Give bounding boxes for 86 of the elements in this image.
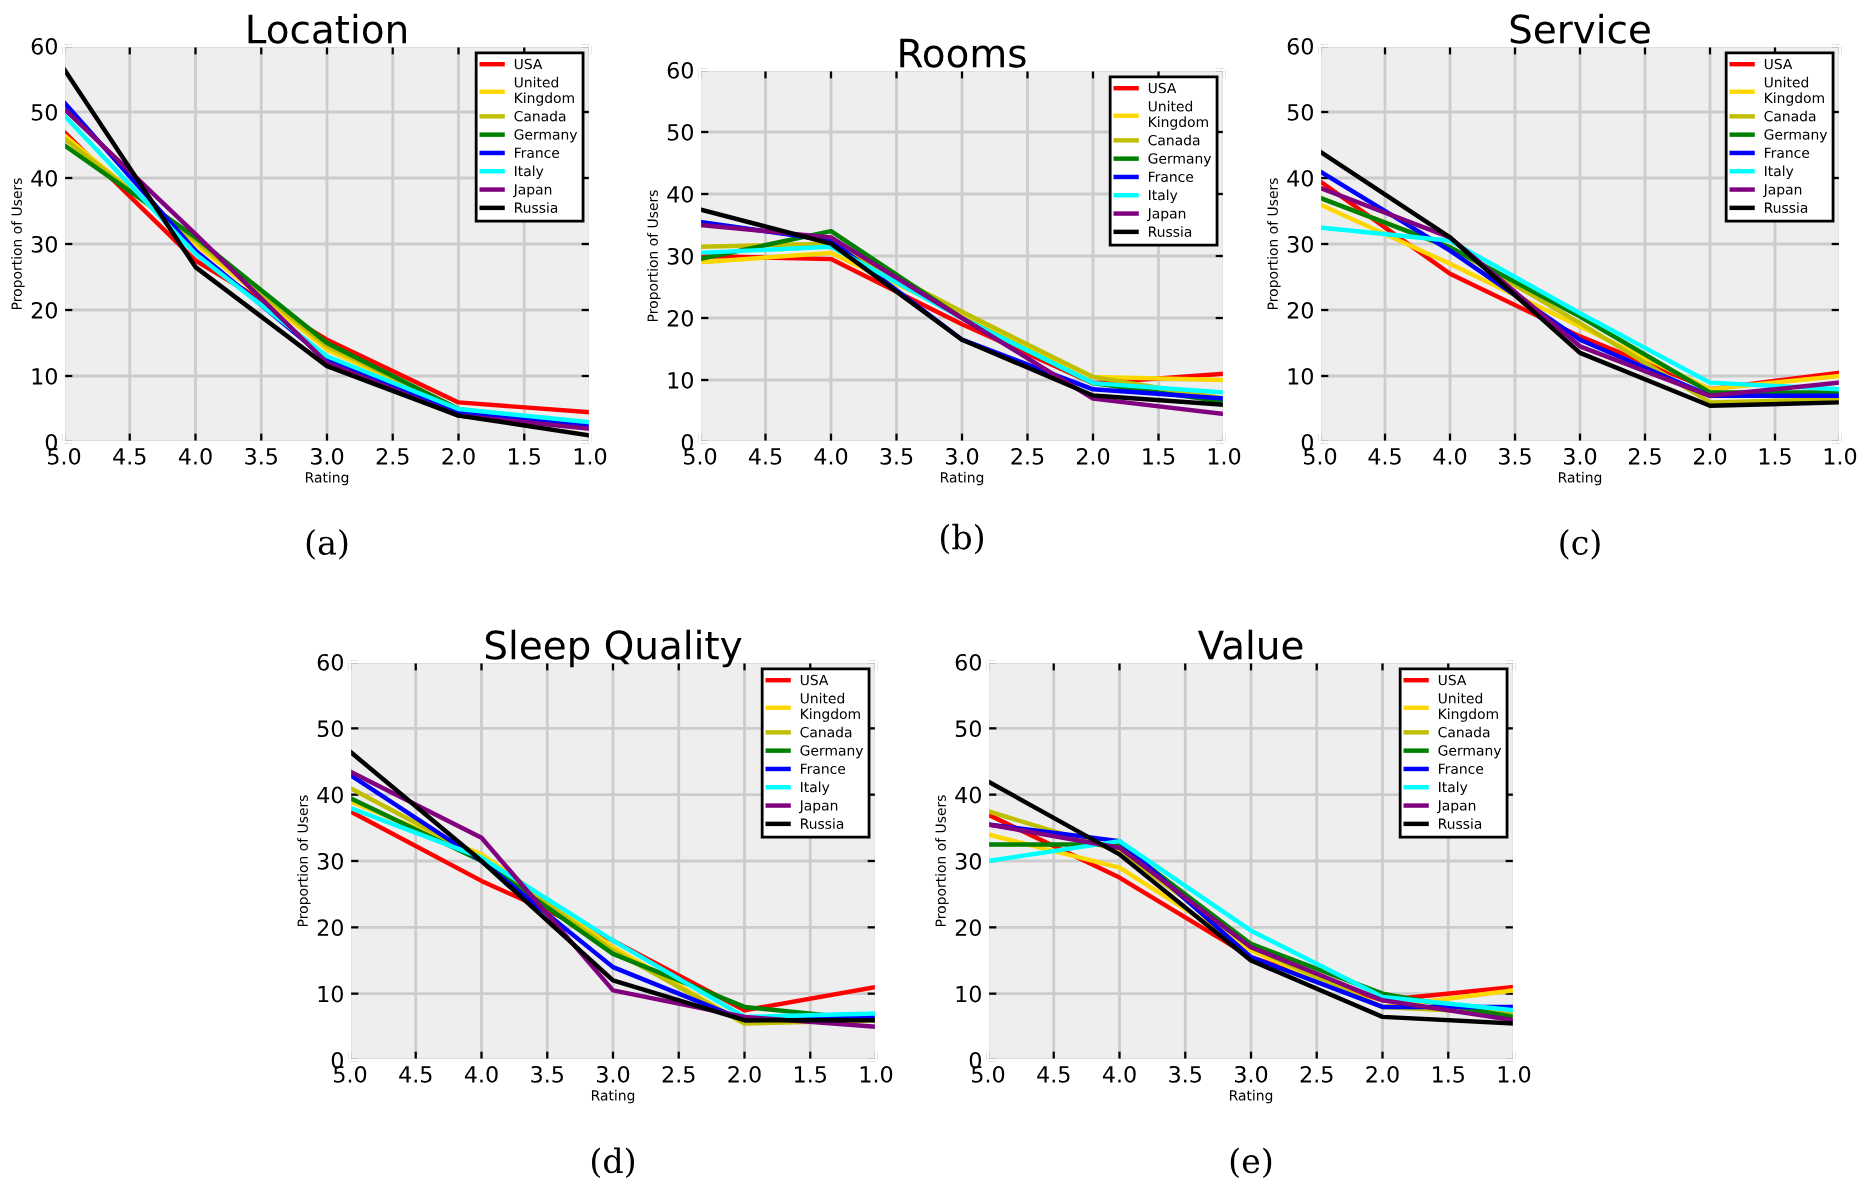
y-tick-label: 10 [956, 985, 981, 1003]
x-tick-label: 1.5 [795, 1066, 826, 1083]
y-tick-label: 50 [955, 720, 981, 738]
x-tick-label: 4.0 [464, 1065, 498, 1083]
x-tick-label: 3.0 [311, 447, 344, 465]
text: (b) [940, 523, 984, 555]
y-tick-label: 40 [955, 786, 981, 804]
x-tick-label: 1.0 [1824, 447, 1857, 465]
x-tick-label: 1.5 [509, 448, 540, 465]
y-tick-label: 20 [955, 919, 981, 937]
line-series [988, 779, 1514, 1026]
chart-title: Service [1510, 13, 1650, 44]
y-tick-label: 30 [31, 235, 57, 253]
chart-title: Rooms [900, 38, 1026, 68]
y-tick-label: 20 [317, 919, 343, 937]
y-tick-label: 60 [667, 61, 693, 79]
y-tick-label: 10 [318, 985, 343, 1003]
x-tick-label: 4.5 [1368, 448, 1401, 465]
y-tick-label: 40 [31, 169, 57, 187]
text: (a) [306, 529, 348, 560]
x-tick-label: 4.5 [399, 1066, 432, 1083]
x-tick-label: 4.0 [1102, 1065, 1136, 1083]
x-tick-label: 5.0 [684, 447, 717, 465]
x-tick-label: 5.0 [972, 1065, 1005, 1083]
x-tick-label: 4.5 [1037, 1066, 1070, 1083]
y-tick-label: 40 [317, 786, 343, 804]
y-tick-label: 30 [317, 852, 343, 870]
y-tick-label: 60 [955, 653, 981, 671]
y-tick-label: 60 [31, 37, 57, 55]
y-tick-label: 10 [668, 371, 693, 389]
y-tick-label: 50 [667, 123, 693, 141]
x-tick-label: 2.0 [1076, 447, 1110, 465]
y-tick-label: 50 [31, 103, 57, 121]
y-tick-label: 40 [1287, 169, 1313, 187]
y-tick-label: 40 [667, 185, 693, 203]
y-tick-label: 60 [317, 653, 343, 671]
y-tick-label: 20 [667, 309, 693, 327]
x-tick-label: 3.0 [1235, 1065, 1268, 1083]
chart-title: Location [248, 13, 406, 44]
x-tick-label: 1.0 [574, 447, 607, 465]
x-tick-label: 3.0 [946, 447, 979, 465]
x-tick-label: 3.0 [597, 1065, 630, 1083]
x-tick-label: 1.0 [1208, 447, 1241, 465]
x-tick-label: 2.0 [1693, 447, 1727, 465]
x-tick-label: 3.5 [1169, 1065, 1201, 1083]
x-tick-label: 2.5 [662, 1065, 695, 1083]
y-tick-label: 30 [1287, 235, 1313, 253]
chart-title: Sleep Quality [485, 629, 742, 668]
x-tick-label: 1.5 [1433, 1066, 1464, 1083]
x-tick-label: 2.5 [376, 447, 409, 465]
x-tick-label: 4.5 [748, 448, 782, 465]
x-tick-label: 4.5 [113, 448, 146, 465]
y-tick-label: 30 [955, 852, 981, 870]
y-tick-label: 10 [32, 367, 57, 385]
y-tick-label: 50 [1287, 103, 1313, 121]
y-tick-label: 50 [317, 720, 343, 738]
x-tick-label: 2.5 [1628, 447, 1661, 465]
x-tick-label: 3.5 [245, 447, 277, 465]
x-tick-label: 1.0 [1498, 1065, 1531, 1083]
x-tick-label: 3.5 [531, 1065, 563, 1083]
x-tick-label: 5.0 [334, 1065, 367, 1083]
x-tick-label: 4.0 [178, 447, 212, 465]
x-tick-label: 3.0 [1564, 447, 1597, 465]
text: (c) [1560, 529, 1600, 560]
x-tick-label: 1.5 [1759, 448, 1791, 465]
x-tick-label: 3.5 [880, 447, 913, 465]
y-tick-label: 20 [1287, 301, 1313, 319]
text: (e) [1230, 1147, 1272, 1179]
x-tick-label: 1.0 [860, 1065, 893, 1083]
x-tick-label: 5.0 [1304, 447, 1337, 465]
y-tick-label: 10 [1288, 367, 1313, 385]
x-tick-label: 2.0 [1366, 1065, 1399, 1083]
x-tick-label: 4.0 [814, 447, 848, 465]
x-tick-label: 2.5 [1011, 447, 1044, 465]
x-tick-label: 5.0 [48, 447, 81, 465]
x-tick-label: 2.5 [1300, 1065, 1333, 1083]
text: (d) [591, 1147, 635, 1179]
x-tick-label: 1.5 [1143, 448, 1175, 465]
chart-title: Value [1197, 629, 1303, 660]
y-tick-label: 60 [1287, 37, 1313, 55]
x-tick-label: 2.0 [728, 1065, 761, 1083]
x-tick-label: 4.0 [1433, 447, 1467, 465]
x-tick-label: 2.0 [442, 447, 475, 465]
y-tick-label: 30 [667, 247, 693, 265]
x-tick-label: 3.5 [1499, 447, 1531, 465]
y-tick-label: 20 [31, 301, 57, 319]
